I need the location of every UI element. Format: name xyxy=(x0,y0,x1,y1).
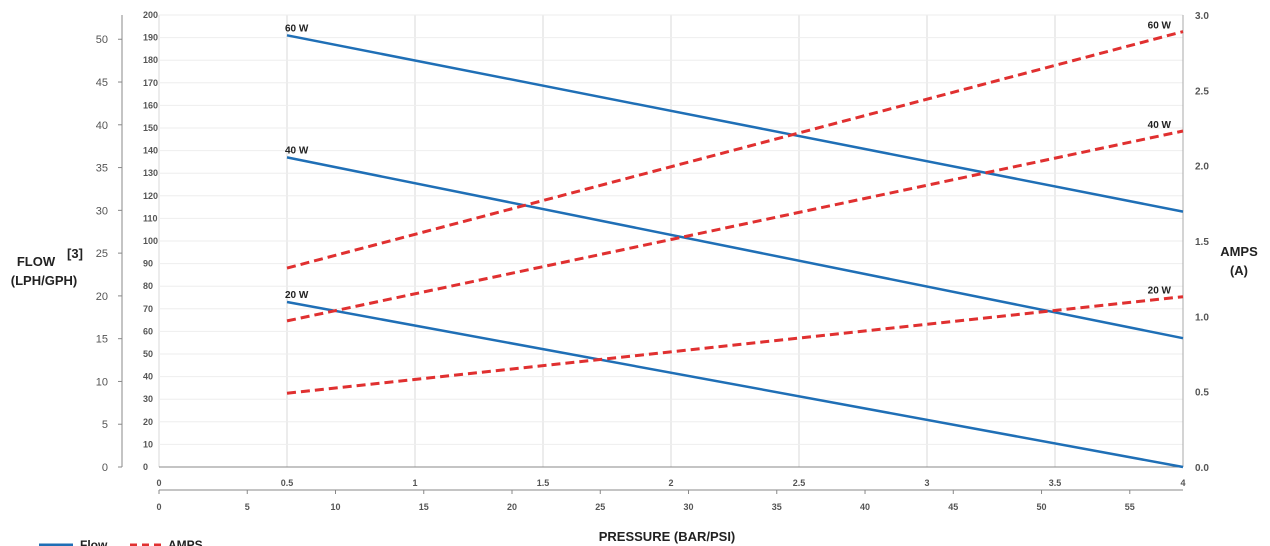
y-tick-lph-label: 170 xyxy=(143,78,158,88)
y-right-title: AMPS xyxy=(1220,244,1258,259)
grid-lines xyxy=(158,14,1184,468)
y-right-units: (A) xyxy=(1230,263,1248,278)
y-tick-amps-label: 1.5 xyxy=(1195,237,1209,248)
x-tick-psi-label: 25 xyxy=(595,502,605,512)
x-tick-psi-label: 0 xyxy=(156,502,161,512)
y-tick-lph-label: 130 xyxy=(143,168,158,178)
amps-series-label: 60 W xyxy=(1148,21,1172,32)
y-tick-amps-label: 3.0 xyxy=(1195,11,1209,22)
y-tick-lph-label: 150 xyxy=(143,123,158,133)
y-tick-gph-label: 25 xyxy=(96,248,108,260)
amps-series-label: 20 W xyxy=(1148,286,1172,297)
x-tick-bar-label: 3 xyxy=(924,478,929,488)
x-tick-psi-label: 45 xyxy=(948,502,958,512)
y-tick-gph-label: 20 xyxy=(96,291,108,303)
y-left-units: (LPH/GPH) xyxy=(11,273,77,288)
y-left-title: FLOW xyxy=(17,254,56,269)
y-tick-amps-label: 2.5 xyxy=(1195,86,1209,97)
x-tick-psi-label: 15 xyxy=(419,502,429,512)
y-tick-lph-label: 90 xyxy=(143,259,153,269)
y-tick-lph-label: 140 xyxy=(143,146,158,156)
y-left-note: [3] xyxy=(67,246,83,261)
y-tick-lph-label: 10 xyxy=(143,439,153,449)
flow-series-label: 20 W xyxy=(285,290,309,301)
y-tick-lph-label: 190 xyxy=(143,33,158,43)
y-tick-lph-label: 40 xyxy=(143,372,153,382)
flow-series-line xyxy=(286,156,1184,340)
y-tick-gph-label: 10 xyxy=(96,376,108,388)
y-tick-gph-label: 30 xyxy=(96,205,108,217)
y-tick-lph-label: 180 xyxy=(143,55,158,65)
x-tick-psi-label: 50 xyxy=(1037,502,1047,512)
y-tick-lph-label: 120 xyxy=(143,191,158,201)
y-tick-lph-label: 110 xyxy=(143,213,158,223)
x-tick-bar-label: 2.5 xyxy=(793,478,806,488)
y-tick-amps-label: 0.0 xyxy=(1195,463,1209,474)
amps-series-label: 40 W xyxy=(1148,120,1172,131)
x-tick-bar-label: 1 xyxy=(412,478,417,488)
amps-series-line xyxy=(286,295,1184,395)
x-tick-bar-label: 0 xyxy=(156,478,161,488)
y-tick-lph-label: 20 xyxy=(143,417,153,427)
x-tick-bar-label: 4 xyxy=(1180,478,1185,488)
amps-series-line xyxy=(286,129,1184,323)
y-tick-lph-label: 0 xyxy=(143,462,148,472)
flow-series-line xyxy=(286,34,1184,213)
y-tick-lph-label: 80 xyxy=(143,281,153,291)
series-labels: 60 W 40 W 20 W 60 W 40 W 20 W xyxy=(285,21,1172,301)
y-tick-amps-label: 0.5 xyxy=(1195,388,1209,399)
y-tick-amps-label: 2.0 xyxy=(1195,162,1209,173)
y-tick-lph-label: 50 xyxy=(143,349,153,359)
y-tick-gph-label: 15 xyxy=(96,334,108,346)
y-tick-lph-label: 60 xyxy=(143,326,153,336)
y-tick-gph-label: 40 xyxy=(96,120,108,132)
legend-amps-label: AMPS xyxy=(168,538,203,546)
x-tick-psi-label: 35 xyxy=(772,502,782,512)
x-tick-psi-label: 5 xyxy=(245,502,250,512)
y-tick-lph-label: 100 xyxy=(143,236,158,246)
y-tick-amps-label: 1.0 xyxy=(1195,312,1209,323)
legend: Flow AMPS xyxy=(39,538,203,546)
x-tick-bar-label: 0.5 xyxy=(281,478,294,488)
y-tick-gph-label: 35 xyxy=(96,163,108,175)
y-tick-lph-label: 200 xyxy=(143,10,158,20)
y-tick-gph-label: 5 xyxy=(102,419,108,431)
x-tick-psi-label: 40 xyxy=(860,502,870,512)
x-tick-psi-label: 55 xyxy=(1125,502,1135,512)
x-axis-title: PRESSURE (BAR/PSI) xyxy=(599,529,736,544)
y-tick-gph-label: 0 xyxy=(102,462,108,474)
x-tick-psi-label: 20 xyxy=(507,502,517,512)
y-tick-gph-label: 50 xyxy=(96,34,108,46)
axes xyxy=(121,15,1184,491)
x-tick-bar-label: 1.5 xyxy=(537,478,550,488)
tick-labels: 0 0.5 1 1.5 2 2.5 3 3.5 40 5 10 15 20 25 30 35 40 45 50 550… xyxy=(96,10,1210,512)
flow-series-label: 60 W xyxy=(285,23,309,34)
series-lines xyxy=(286,30,1184,469)
x-tick-psi-label: 30 xyxy=(684,502,694,512)
y-tick-lph-label: 70 xyxy=(143,304,153,314)
amps-series-line xyxy=(286,30,1184,270)
x-tick-bar-label: 2 xyxy=(668,478,673,488)
flow-series-label: 40 W xyxy=(285,145,309,156)
y-tick-lph-label: 30 xyxy=(143,394,153,404)
flow-series-line xyxy=(286,300,1184,469)
x-tick-psi-label: 10 xyxy=(330,502,340,512)
y-tick-lph-label: 160 xyxy=(143,100,158,110)
legend-flow-label: Flow xyxy=(80,538,108,546)
y-tick-gph-label: 45 xyxy=(96,77,108,89)
x-tick-bar-label: 3.5 xyxy=(1049,478,1062,488)
